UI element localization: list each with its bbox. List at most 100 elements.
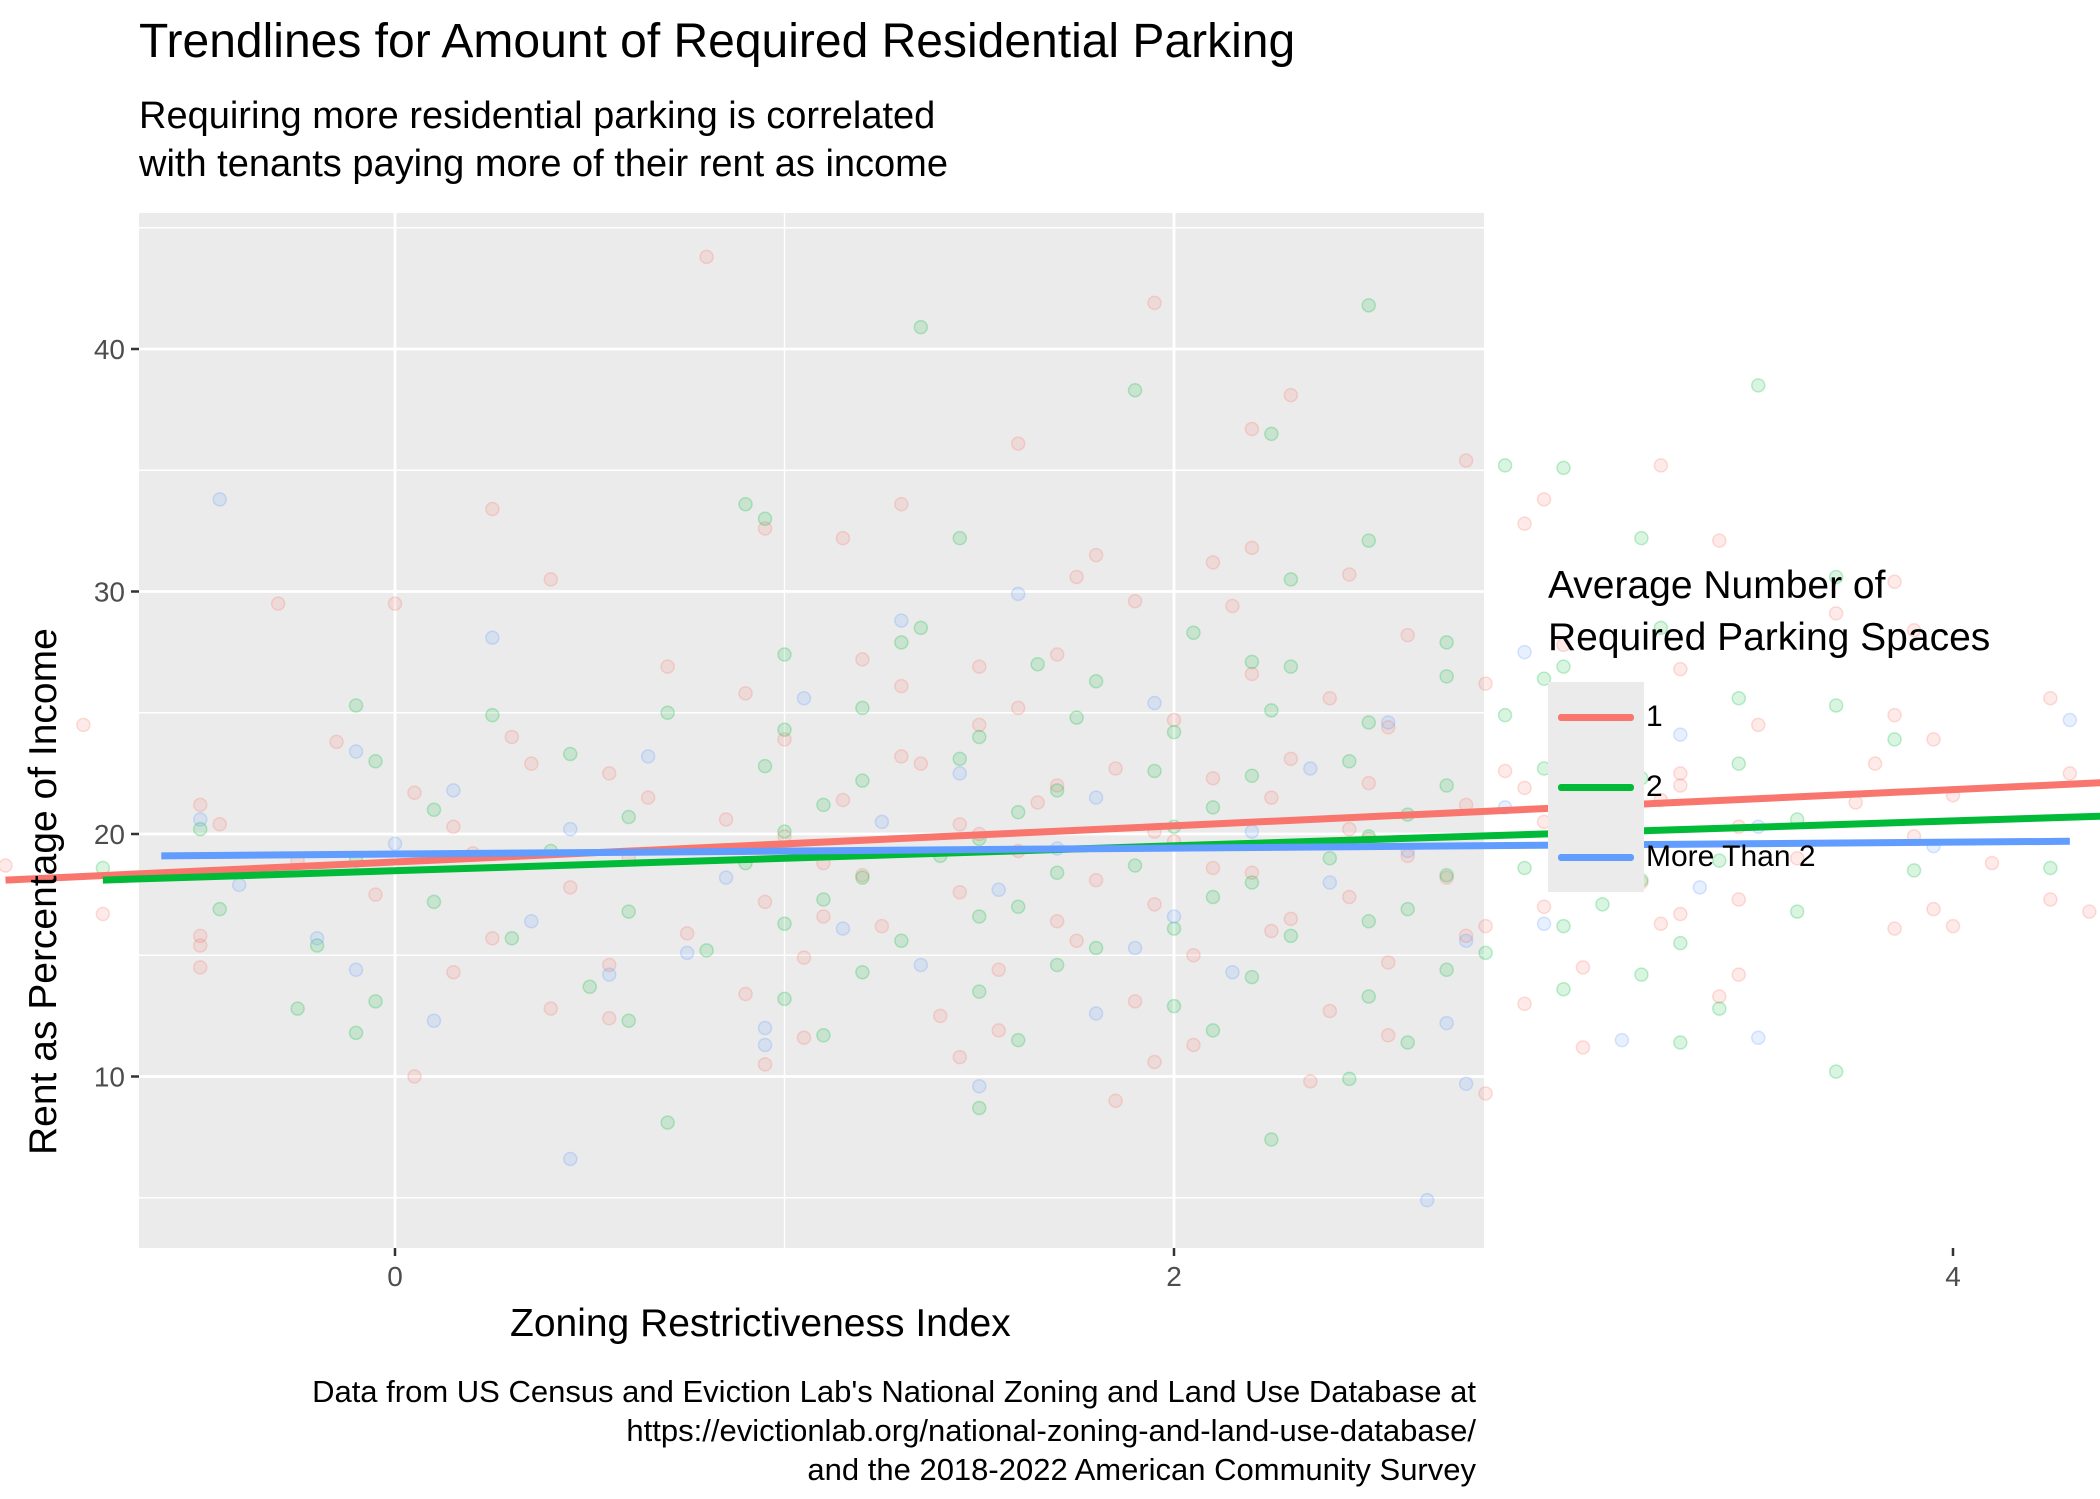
data-point — [1322, 875, 1338, 890]
data-point — [1439, 669, 1454, 684]
data-point — [718, 812, 734, 827]
data-point — [1887, 921, 1902, 936]
data-point — [660, 659, 675, 674]
data-point — [972, 659, 987, 674]
trendlines-layer — [5, 779, 2100, 884]
data-point — [913, 957, 929, 973]
data-point — [1653, 916, 1669, 931]
data-point — [1380, 720, 1396, 735]
data-point — [1439, 962, 1454, 978]
data-point — [1049, 957, 1065, 973]
data-point — [1653, 458, 1669, 473]
data-point — [1244, 421, 1260, 437]
data-point — [894, 749, 909, 764]
data-point — [640, 749, 656, 764]
data-point — [738, 686, 753, 701]
data-point — [952, 817, 968, 832]
data-point — [952, 884, 968, 900]
data-point — [1088, 673, 1104, 689]
data-point — [212, 901, 227, 917]
data-point — [777, 824, 792, 839]
data-point — [1653, 620, 1669, 636]
x-axis-title: Zoning Restrictiveness Index — [510, 1302, 1011, 1345]
data-point — [1342, 1071, 1357, 1087]
data-point — [874, 814, 890, 830]
data-point — [1478, 945, 1493, 961]
data-point — [660, 705, 675, 720]
data-point — [426, 894, 442, 910]
data-point — [1517, 644, 1532, 660]
data-point — [1361, 298, 1376, 313]
data-point — [796, 950, 812, 965]
data-point — [1361, 989, 1376, 1004]
data-point — [95, 906, 111, 922]
data-point — [777, 732, 792, 747]
data-point — [855, 867, 870, 883]
data-point — [1342, 754, 1357, 769]
legend-key-more-than-2 — [1548, 822, 1644, 892]
data-point — [193, 821, 208, 837]
data-point — [1244, 654, 1260, 670]
data-point — [1867, 756, 1883, 771]
data-point — [757, 521, 773, 536]
data-point — [212, 817, 227, 832]
data-point — [1166, 909, 1182, 924]
data-point — [1945, 918, 1961, 934]
data-point — [1731, 967, 1747, 982]
data-point — [1536, 492, 1552, 507]
data-point — [640, 790, 656, 805]
data-point — [1926, 732, 1941, 747]
data-point — [855, 964, 870, 980]
data-point — [1264, 426, 1279, 442]
data-point — [2062, 766, 2078, 781]
data-point — [407, 785, 422, 801]
data-point — [1049, 783, 1065, 798]
data-point — [1088, 1006, 1104, 1021]
data-point — [1244, 875, 1260, 890]
data-point — [1088, 790, 1104, 805]
data-point — [193, 960, 208, 975]
chart-subtitle: Requiring more residential parking is co… — [139, 95, 948, 185]
data-point — [1458, 933, 1474, 948]
chart-title: Trendlines for Amount of Required Reside… — [139, 15, 1296, 68]
data-point — [1205, 555, 1221, 570]
data-point — [679, 926, 695, 941]
data-point — [972, 1100, 987, 1116]
data-point — [1926, 901, 1941, 917]
data-point — [1069, 710, 1084, 725]
data-point — [894, 933, 909, 948]
data-point — [485, 501, 500, 517]
data-point — [1166, 712, 1182, 728]
data-point — [972, 909, 987, 924]
data-point — [1673, 727, 1688, 742]
data-point — [699, 943, 714, 958]
legend-label-more-than-2: More Than 2 — [1646, 840, 1816, 873]
legend-swatch-2 — [1558, 784, 1634, 791]
data-point — [1400, 1035, 1415, 1050]
data-point — [1556, 637, 1571, 653]
data-point — [991, 882, 1006, 898]
data-point — [1127, 858, 1143, 873]
data-point — [1478, 918, 1493, 934]
data-point — [1828, 698, 1844, 713]
data-point — [1673, 906, 1688, 922]
data-point — [621, 1013, 636, 1028]
data-point — [1556, 659, 1571, 674]
data-point — [387, 596, 403, 611]
y-axis-title: Rent as Percentage of Income — [22, 628, 65, 1155]
legend-key-2 — [1548, 752, 1644, 822]
data-point — [1088, 940, 1104, 956]
data-point — [446, 783, 461, 798]
data-point — [1303, 761, 1318, 776]
data-point — [1361, 775, 1376, 791]
x-tick-label: 4 — [1945, 1261, 1961, 1292]
data-point — [1264, 1132, 1279, 1147]
data-point — [1361, 914, 1376, 929]
data-point — [738, 986, 753, 1002]
data-point — [2043, 690, 2058, 706]
data-point — [1244, 865, 1260, 881]
data-point — [1147, 763, 1162, 779]
data-point — [1906, 863, 1922, 878]
data-point — [1731, 690, 1747, 706]
